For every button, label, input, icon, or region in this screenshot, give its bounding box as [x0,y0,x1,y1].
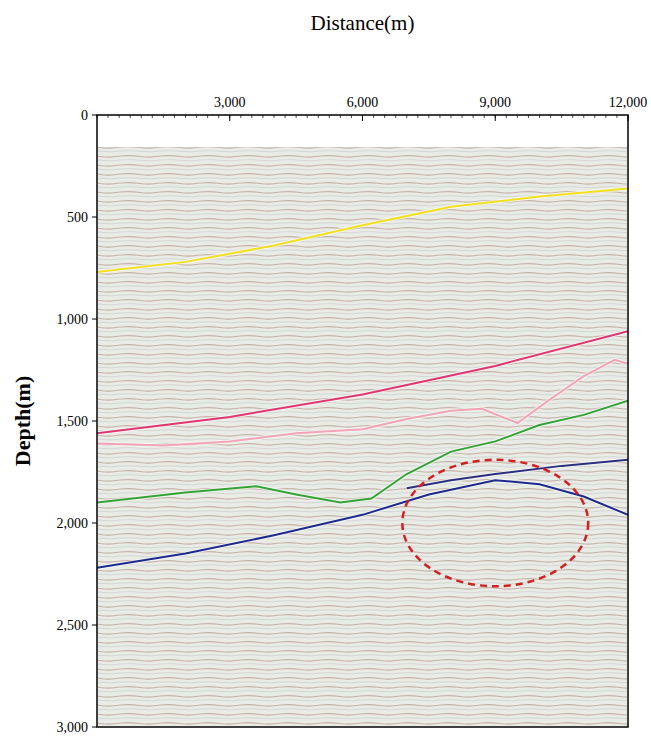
x-minor-tick [517,115,518,118]
x-minor-tick [218,115,219,118]
x-minor-tick [152,115,153,118]
x-tick-label: 12,000 [609,95,648,110]
horizon-halo [97,331,628,433]
horizon-halo [97,480,628,568]
x-minor-tick [395,115,396,118]
y-tick-label: 0 [81,108,88,123]
x-minor-tick [340,115,341,118]
x-minor-tick [605,115,606,118]
x-minor-tick [428,115,429,118]
x-minor-tick [185,115,186,118]
x-minor-tick [473,115,474,118]
x-minor-tick [119,115,120,118]
y-tick [92,115,97,116]
y-tick [92,523,97,524]
y-tick [92,319,97,320]
chart: 3,000 6,000 9,000 12,000 0 500 1,000 1,500 2,000… [0,0,651,747]
y-tick [92,727,97,728]
x-minor-tick [572,115,573,118]
x-minor-tick [296,115,297,118]
x-minor-tick [108,115,109,118]
horizon [97,360,628,446]
x-minor-tick [484,115,485,118]
x-minor-tick [439,115,440,118]
x-tick [495,115,496,121]
horizon [407,460,628,489]
x-tick-label: 3,000 [214,95,246,110]
x-minor-tick [163,115,164,118]
x-tick-label: 9,000 [480,95,512,110]
x-minor-tick [406,115,407,118]
horizon-halo [97,360,628,446]
x-minor-tick [329,115,330,118]
x-minor-tick [550,115,551,118]
x-minor-tick [373,115,374,118]
x-minor-tick [229,115,230,118]
x-minor-tick [141,115,142,118]
x-minor-tick [462,115,463,118]
x-minor-tick [561,115,562,118]
x-minor-tick [318,115,319,118]
x-minor-tick [616,115,617,118]
horizon-halo [97,188,628,272]
x-minor-tick [451,115,452,118]
x-tick [229,115,230,121]
x-minor-tick [351,115,352,118]
y-tick [92,421,97,422]
y-tick-label: 2,500 [57,618,89,633]
y-axis-title: Depth(m) [10,376,35,466]
x-minor-tick [528,115,529,118]
y-tick [92,217,97,218]
y-tick-label: 3,000 [57,720,89,735]
horizon [97,188,628,272]
x-minor-tick [285,115,286,118]
plot-background [97,115,628,727]
x-minor-tick [539,115,540,118]
x-minor-tick [384,115,385,118]
horizon-halo [407,460,628,489]
x-minor-tick [628,115,629,118]
y-tick-label: 1,500 [57,414,89,429]
x-minor-tick [174,115,175,118]
horizons [97,188,628,586]
y-tick-label: 1,000 [57,312,89,327]
x-minor-tick [417,115,418,118]
horizon [97,480,628,568]
x-axis-title: Distance(m) [311,11,415,35]
plot-frame [97,115,628,727]
y-tick-label: 500 [67,210,88,225]
x-minor-tick [251,115,252,118]
highlight-ellipse [402,460,588,586]
x-minor-tick [594,115,595,118]
x-minor-tick [240,115,241,118]
x-minor-tick [262,115,263,118]
x-tick [362,115,363,121]
x-minor-tick [583,115,584,118]
seismic-texture [98,147,627,726]
y-tick-label: 2,000 [57,516,89,531]
x-minor-tick [196,115,197,118]
x-minor-tick [362,115,363,118]
x-minor-tick [506,115,507,118]
x-minor-tick [130,115,131,118]
horizon [97,331,628,433]
x-tick-label: 6,000 [347,95,379,110]
y-tick [92,625,97,626]
x-minor-tick [274,115,275,118]
x-minor-tick [207,115,208,118]
x-tick [628,115,629,121]
x-minor-tick [495,115,496,118]
x-minor-tick [307,115,308,118]
